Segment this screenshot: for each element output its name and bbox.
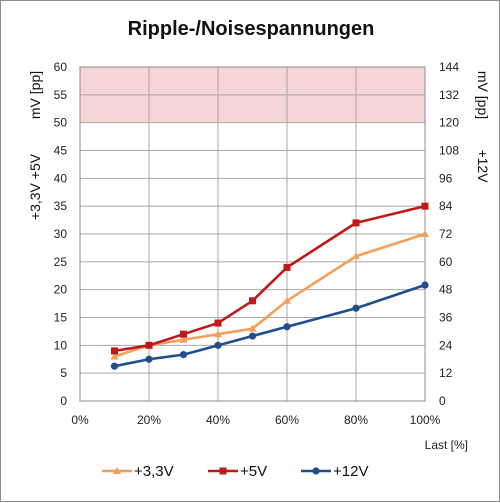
y-tick-label-left: 30 (54, 227, 68, 241)
y-axis-right-title-top: mV [pp] (475, 71, 491, 119)
data-point-12V (248, 332, 257, 340)
y-tick-label-right: 132 (439, 88, 459, 102)
x-tick-label: 100% (410, 413, 441, 427)
x-tick-label: 80% (344, 413, 368, 427)
data-point-33V (352, 252, 360, 260)
y-tick-label-left: 40 (54, 171, 68, 185)
y-tick-label-right: 0 (439, 394, 446, 408)
data-point-33V (214, 330, 222, 338)
y-tick-label-left: 0 (60, 394, 67, 408)
data-point-33V (421, 230, 429, 237)
y-axis-left-title-top: mV [pp] (27, 71, 43, 119)
y-tick-label-right: 96 (439, 171, 453, 185)
data-point-12V (352, 304, 360, 312)
y-tick-label-right: 144 (439, 60, 459, 74)
series-line-12V (114, 283, 426, 368)
data-point-12V (214, 341, 222, 349)
x-axis-ticks: 0% 20% 40% 60% 80% 100% (71, 413, 440, 427)
y-tick-label-left: 5 (60, 366, 67, 380)
data-point-5V (249, 297, 256, 305)
data-point-5V (145, 341, 153, 349)
y-tick-label-left: 15 (54, 311, 68, 325)
data-point-12V (283, 323, 291, 331)
y-tick-label-right: 48 (439, 283, 453, 297)
y-tick-label-left: 60 (54, 60, 68, 74)
y-tick-label-left: 20 (54, 283, 68, 297)
x-tick-label: 0% (71, 413, 89, 427)
y-tick-label-right: 12 (439, 366, 453, 380)
y-tick-label-left: 50 (54, 116, 68, 130)
y-axis-left-title-bottom: +3,3V +5V (27, 153, 43, 220)
legend: +3,3V +5V +12V (102, 463, 368, 480)
data-point-33V (110, 352, 119, 360)
y-tick-label-right: 60 (439, 255, 453, 269)
chart-title: Ripple-/Noisespannungen (128, 18, 375, 40)
legend-label-12V: +12V (333, 463, 368, 480)
x-axis-title: Last [%] (425, 438, 468, 452)
y-tick-label-left: 10 (54, 338, 68, 352)
y-tick-label-right: 24 (439, 338, 453, 352)
series-line-5V (114, 204, 426, 353)
data-point-12V (421, 281, 429, 289)
series-layer (110, 202, 429, 370)
y-tick-label-left: 35 (54, 199, 68, 213)
data-point-33V (283, 296, 291, 304)
y-axis-right-ticks: 0 12 24 36 48 60 72 84 96 108 120 132 144 (439, 60, 459, 408)
legend-label-33V: +3,3V (134, 463, 174, 480)
y-tick-label-left: 45 (54, 144, 68, 158)
data-point-12V (179, 351, 188, 359)
x-tick-label: 20% (137, 413, 161, 427)
data-point-5V (180, 330, 187, 338)
data-point-5V (214, 319, 222, 327)
data-point-5V (352, 219, 360, 227)
y-tick-label-right: 120 (439, 116, 459, 130)
data-point-5V (283, 263, 291, 271)
data-point-5V (421, 202, 429, 210)
data-point-12V (145, 355, 153, 363)
x-tick-label: 40% (206, 413, 230, 427)
legend-marker-33V (113, 467, 121, 474)
y-tick-label-left: 25 (54, 255, 68, 269)
y-tick-label-right: 108 (439, 144, 459, 158)
y-axis-right-title-bottom: +12V (475, 149, 491, 183)
legend-marker-12V (312, 467, 320, 475)
y-tick-label-left: 55 (54, 88, 68, 102)
x-tick-label: 60% (275, 413, 299, 427)
y-tick-label-right: 84 (439, 199, 453, 213)
legend-marker-5V (219, 467, 227, 475)
data-point-33V (248, 324, 257, 332)
data-point-12V (110, 362, 119, 370)
y-axis-left-ticks: 0 5 10 15 20 25 30 35 40 45 50 55 60 (54, 60, 68, 408)
series-line-33V (114, 232, 426, 358)
data-point-5V (111, 347, 118, 355)
y-tick-label-right: 72 (439, 227, 453, 241)
legend-label-5V: +5V (240, 463, 267, 480)
y-tick-label-right: 36 (439, 311, 453, 325)
data-point-33V (179, 335, 188, 343)
